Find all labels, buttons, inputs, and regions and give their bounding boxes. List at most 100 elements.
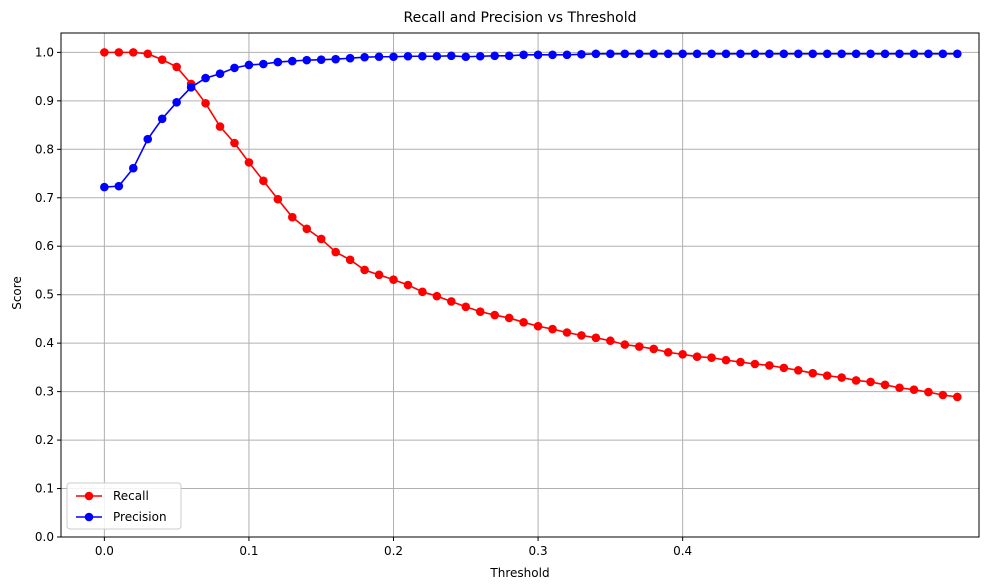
recall-point (201, 98, 210, 108)
recall-point (663, 348, 673, 357)
precision-point (779, 49, 789, 59)
y-tick-label: 0.1 (35, 482, 54, 496)
recall-point (345, 255, 355, 265)
precision-point (851, 49, 861, 59)
precision-point (157, 114, 167, 124)
precision-series (100, 49, 962, 192)
recall-point (548, 324, 557, 334)
precision-point (100, 182, 109, 192)
recall-point (331, 247, 340, 257)
grid-lines (61, 33, 979, 538)
precision-point (591, 49, 601, 59)
precision-point (259, 59, 268, 69)
precision-point (924, 49, 933, 59)
precision-point (663, 49, 673, 59)
recall-point (143, 49, 153, 59)
recall-point (808, 368, 818, 378)
recall-point (880, 380, 890, 390)
precision-point (403, 51, 413, 61)
legend: Recall Precision (66, 482, 182, 530)
precision-point (736, 49, 745, 59)
recall-point (288, 212, 297, 222)
recall-point (157, 55, 167, 64)
y-tick-label: 0.3 (35, 385, 54, 399)
precision-point (895, 49, 904, 59)
y-tick-label: 0.9 (35, 94, 54, 108)
recall-point (866, 377, 875, 387)
precision-point (606, 49, 615, 59)
recall-point (938, 390, 948, 400)
precision-point (548, 50, 557, 60)
y-tick-label: 0.8 (35, 142, 54, 156)
recall-point (215, 122, 225, 131)
recall-point (822, 371, 832, 380)
precision-point (418, 51, 427, 61)
precision-point (114, 181, 124, 191)
recall-point (750, 359, 760, 369)
precision-point (721, 49, 731, 59)
y-tick-label: 0.2 (35, 433, 54, 447)
recall-point (577, 331, 586, 340)
recall-point (736, 357, 745, 367)
precision-point (389, 52, 398, 62)
recall-point (634, 342, 644, 351)
legend-precision-marker (84, 512, 94, 522)
precision-point (938, 49, 948, 59)
precision-point (345, 53, 355, 63)
recall-point (259, 176, 268, 186)
precision-point (201, 73, 210, 83)
precision-point (504, 51, 514, 61)
recall-point (620, 340, 630, 349)
recall-point (114, 48, 124, 57)
y-tick-label: 0.4 (35, 336, 54, 350)
plot-frame (60, 32, 980, 538)
precision-point (577, 50, 586, 59)
recall-point (273, 194, 283, 204)
recall-point (490, 310, 500, 320)
precision-point (244, 60, 254, 70)
x-tick-label: 0.1 (239, 544, 258, 558)
precision-point (750, 49, 760, 59)
precision-point (909, 49, 919, 59)
recall-point (389, 275, 398, 284)
precision-point (866, 49, 875, 59)
recall-point (461, 302, 471, 312)
recall-point (403, 280, 413, 290)
precision-point (837, 49, 846, 59)
recall-series (100, 48, 962, 402)
recall-point (678, 350, 687, 359)
legend-recall-label: Recall (113, 489, 149, 503)
recall-point (100, 48, 109, 57)
chart-title: Recall and Precision vs Threshold (404, 10, 637, 26)
recall-point (895, 383, 904, 393)
recall-point (244, 158, 254, 167)
precision-point (880, 49, 890, 59)
precision-point (447, 51, 456, 61)
precision-point (562, 50, 572, 60)
recall-point (302, 224, 312, 234)
recall-point (779, 363, 789, 373)
precision-point (620, 49, 630, 59)
legend-recall-marker (84, 491, 94, 501)
precision-point (678, 49, 687, 59)
precision-point (461, 52, 471, 62)
legend-precision-label: Precision (113, 510, 167, 524)
precision-point (273, 57, 283, 67)
x-tick-label: 0.2 (384, 544, 403, 558)
recall-point (707, 353, 716, 362)
recall-point (128, 48, 138, 57)
precision-point (765, 49, 774, 59)
recall-point (851, 376, 861, 385)
recall-point (533, 321, 543, 331)
precision-point (490, 51, 500, 61)
precision-point (288, 56, 297, 66)
x-tick-label: 0.4 (673, 544, 692, 558)
recall-point (909, 385, 919, 394)
x-axis-label: Threshold (489, 566, 549, 580)
recall-point (172, 62, 181, 72)
x-tick-label: 0.0 (95, 544, 114, 558)
series-layer (100, 48, 962, 402)
precision-point (316, 55, 326, 64)
recall-point (360, 265, 369, 275)
